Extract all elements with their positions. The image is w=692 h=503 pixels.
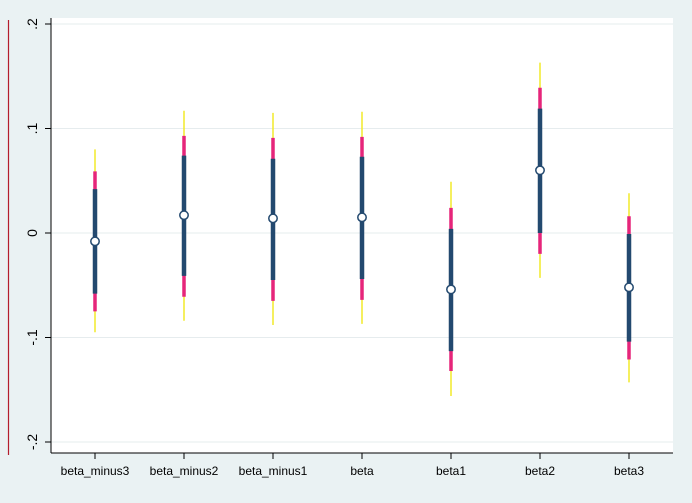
point-estimate-marker <box>90 236 100 247</box>
coefficient-beta2 <box>535 62 545 278</box>
point-estimate-marker <box>624 282 634 293</box>
coefficient-marks <box>90 62 634 397</box>
y-tick-label: .1 <box>24 122 40 134</box>
x-tick-label: beta_minus3 <box>61 464 130 478</box>
y-tick-label: -.2 <box>24 434 40 451</box>
coefficient-beta_minus1 <box>268 112 278 325</box>
x-tick-label: beta <box>350 464 374 478</box>
point-estimate-marker <box>535 165 545 176</box>
x-tick-label: beta3 <box>614 464 644 478</box>
point-estimate-marker <box>357 212 367 223</box>
x-tick-label: beta_minus2 <box>150 464 219 478</box>
x-tick-label: beta1 <box>436 464 466 478</box>
point-estimate-marker <box>268 213 278 224</box>
y-axis-ticks: -.2 -.1 0 .1 .2 <box>24 18 51 450</box>
point-estimate-marker <box>446 284 456 295</box>
coefficient-beta_minus3 <box>90 149 100 333</box>
coefficient-beta1 <box>446 181 456 397</box>
coefficient-beta <box>357 111 367 324</box>
x-axis-ticks: beta_minus3 beta_minus2 beta_minus1 beta bet… <box>61 453 644 478</box>
x-tick-label: beta_minus1 <box>239 464 308 478</box>
y-tick-label: -.1 <box>24 329 40 346</box>
coefficient-beta3 <box>624 193 634 383</box>
y-tick-label: 0 <box>24 229 40 237</box>
point-estimate-marker <box>179 210 189 221</box>
coefficient-beta_minus2 <box>179 110 189 321</box>
x-tick-label: beta2 <box>525 464 555 478</box>
y-tick-label: .2 <box>24 18 40 30</box>
